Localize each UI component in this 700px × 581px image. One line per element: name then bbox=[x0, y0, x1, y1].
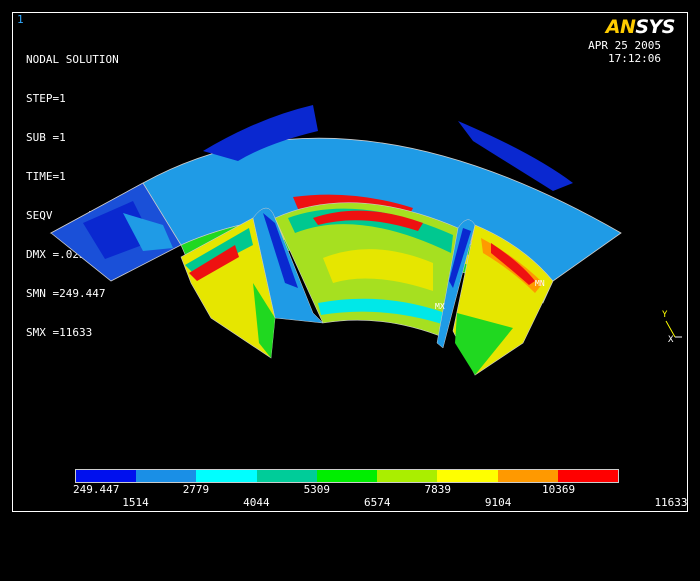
end-face-patch bbox=[83, 201, 153, 259]
axis-triad: Y X bbox=[662, 310, 682, 345]
tooth-1-band bbox=[185, 228, 253, 275]
axis-y-label: Y bbox=[662, 310, 668, 320]
stress-contour-plot: MX MN Y X bbox=[49, 105, 682, 376]
legend-label-top: 249.447 bbox=[73, 483, 120, 496]
legend-swatch bbox=[497, 470, 558, 482]
tooth-1-band bbox=[253, 283, 275, 358]
legend-label-top: 10369 bbox=[542, 483, 576, 496]
legend-label-top: 7839 bbox=[424, 483, 451, 496]
mn-marker: MN bbox=[535, 279, 545, 288]
info-step: STEP=1 bbox=[26, 92, 66, 105]
date-stamp: APR 25 2005 bbox=[588, 39, 661, 52]
tooth-2-band bbox=[323, 249, 433, 291]
tooth-1-band bbox=[189, 245, 239, 281]
info-time: TIME=1 bbox=[26, 170, 66, 183]
slot-wall bbox=[436, 219, 476, 349]
legend-label-bottom: 11633 bbox=[654, 496, 688, 509]
legend-label-top: 2779 bbox=[182, 483, 210, 496]
info-title: NODAL SOLUTION bbox=[26, 53, 119, 66]
legend-swatch bbox=[316, 470, 378, 482]
tooth-2-band bbox=[318, 298, 445, 325]
ansys-logo: ANSYS bbox=[605, 16, 676, 38]
window-number: 1 bbox=[17, 13, 24, 26]
tooth-3-band bbox=[455, 313, 513, 375]
legend-swatch bbox=[136, 470, 197, 482]
slot-wall-patch bbox=[263, 213, 298, 288]
info-smn: SMN =249.447 bbox=[26, 287, 106, 300]
end-face-patch bbox=[123, 213, 173, 251]
axis-x-label: X bbox=[668, 335, 674, 345]
legend-swatch bbox=[557, 470, 618, 482]
info-sub: SUB =1 bbox=[26, 131, 66, 144]
ring-top-patch bbox=[458, 121, 573, 191]
legend-swatch bbox=[76, 470, 137, 482]
legend-label-bottom: 6574 bbox=[364, 496, 391, 509]
info-smx: SMX =11633 bbox=[26, 326, 93, 339]
legend-swatch bbox=[256, 470, 317, 482]
legend-swatch bbox=[377, 470, 438, 482]
slot-wall-patch bbox=[449, 228, 471, 288]
legend-label-top: 5309 bbox=[303, 483, 331, 496]
legend-swatch bbox=[437, 470, 498, 482]
legend-label-bottom: 9104 bbox=[484, 496, 512, 509]
contour-legend-bar bbox=[75, 469, 619, 483]
legend-label-bottom: 4044 bbox=[243, 496, 270, 509]
legend-swatch bbox=[196, 470, 257, 482]
graphics-viewport[interactable]: 1 NODAL SOLUTION STEP=1 SUB =1 TIME=1 SE… bbox=[12, 12, 688, 512]
legend-label-bottom: 1514 bbox=[122, 496, 149, 509]
tooth-3-band bbox=[491, 243, 535, 285]
tooth-2-band bbox=[313, 210, 423, 231]
ring-top-patch bbox=[203, 105, 318, 161]
time-stamp: 17:12:06 bbox=[608, 52, 661, 65]
mx-marker: MX bbox=[435, 302, 445, 311]
